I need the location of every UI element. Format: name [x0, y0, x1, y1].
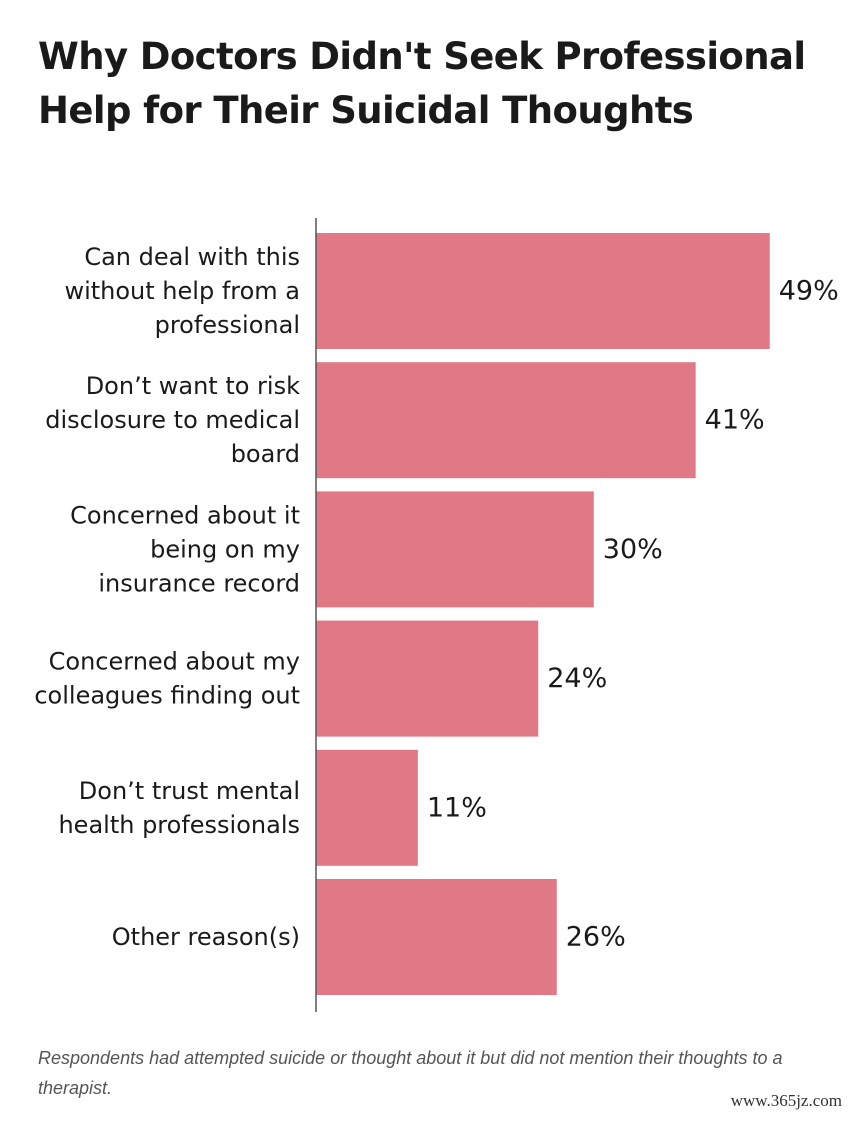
category-labels-layer: Can deal with this without help from a pro… [34, 243, 300, 951]
chart-title: Why Doctors Didn't Seek Professional Hel… [38, 35, 806, 132]
bar-4 [316, 620, 539, 737]
category-label-1-line-1: Can deal with this [84, 243, 300, 271]
category-label-2-line-3: board [231, 440, 300, 468]
bar-6 [316, 879, 557, 995]
bar-1 [316, 233, 770, 349]
category-label-2-line-2: disclosure to medical [45, 406, 300, 434]
category-label-3-line-3: insurance record [98, 569, 300, 597]
category-label-5-line-2: health professionals [58, 811, 300, 839]
value-labels-layer: 49% 41% 30% 24% 11% 26% [427, 276, 839, 953]
category-label-4-line-1: Concerned about my [49, 648, 300, 676]
category-label-3-line-2: being on my [150, 535, 300, 563]
bars-layer [316, 233, 770, 995]
category-label-3-line-1: Concerned about it [70, 501, 300, 529]
bar-2 [316, 362, 696, 479]
value-label-1: 49% [779, 276, 839, 307]
category-label-2-line-1: Don’t want to risk [86, 372, 300, 400]
category-label-1-line-3: professional [155, 311, 300, 339]
value-label-3: 30% [603, 534, 663, 565]
category-label-1-line-2: without help from a [64, 277, 300, 305]
bar-3 [316, 491, 594, 608]
footnote: Respondents had attempted suicide or tho… [38, 1048, 783, 1098]
value-label-5: 11% [427, 792, 487, 823]
category-label-6-line-1: Other reason(s) [112, 923, 300, 951]
category-label-5-line-1: Don’t trust mental [79, 777, 300, 805]
watermark: www.365jz.com [728, 1091, 844, 1111]
bar-5 [316, 749, 418, 866]
category-label-4-line-2: colleagues finding out [34, 682, 300, 710]
value-label-4: 24% [547, 663, 607, 694]
value-label-2: 41% [705, 405, 765, 436]
value-label-6: 26% [566, 922, 626, 953]
